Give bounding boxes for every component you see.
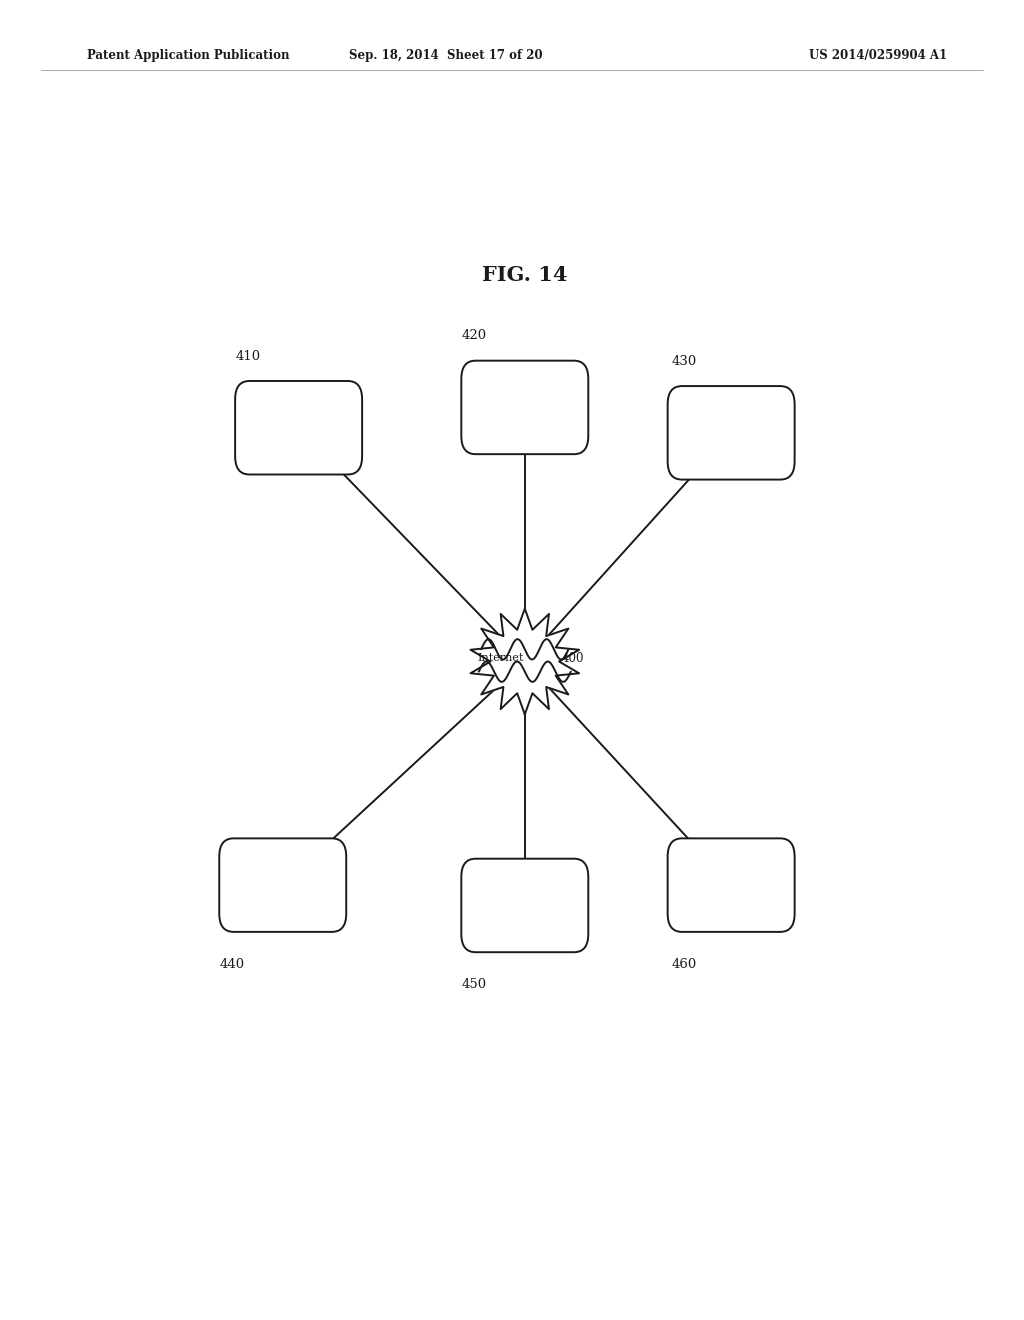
Text: 450: 450 bbox=[461, 978, 486, 991]
Text: FIG. 14: FIG. 14 bbox=[482, 265, 567, 285]
FancyBboxPatch shape bbox=[461, 859, 588, 952]
Text: Sep. 18, 2014  Sheet 17 of 20: Sep. 18, 2014 Sheet 17 of 20 bbox=[348, 49, 543, 62]
FancyBboxPatch shape bbox=[668, 385, 795, 479]
FancyBboxPatch shape bbox=[461, 360, 588, 454]
FancyBboxPatch shape bbox=[219, 838, 346, 932]
Text: Internet: Internet bbox=[478, 653, 524, 664]
Text: 400: 400 bbox=[561, 652, 584, 665]
Text: US 2014/0259904 A1: US 2014/0259904 A1 bbox=[809, 49, 947, 62]
Text: 420: 420 bbox=[461, 330, 486, 342]
Text: 440: 440 bbox=[219, 957, 245, 970]
Text: 430: 430 bbox=[672, 355, 697, 368]
Text: 410: 410 bbox=[236, 350, 260, 363]
Polygon shape bbox=[470, 609, 580, 714]
FancyBboxPatch shape bbox=[668, 838, 795, 932]
FancyBboxPatch shape bbox=[236, 381, 362, 474]
Text: Patent Application Publication: Patent Application Publication bbox=[87, 49, 290, 62]
Text: 460: 460 bbox=[672, 957, 697, 970]
